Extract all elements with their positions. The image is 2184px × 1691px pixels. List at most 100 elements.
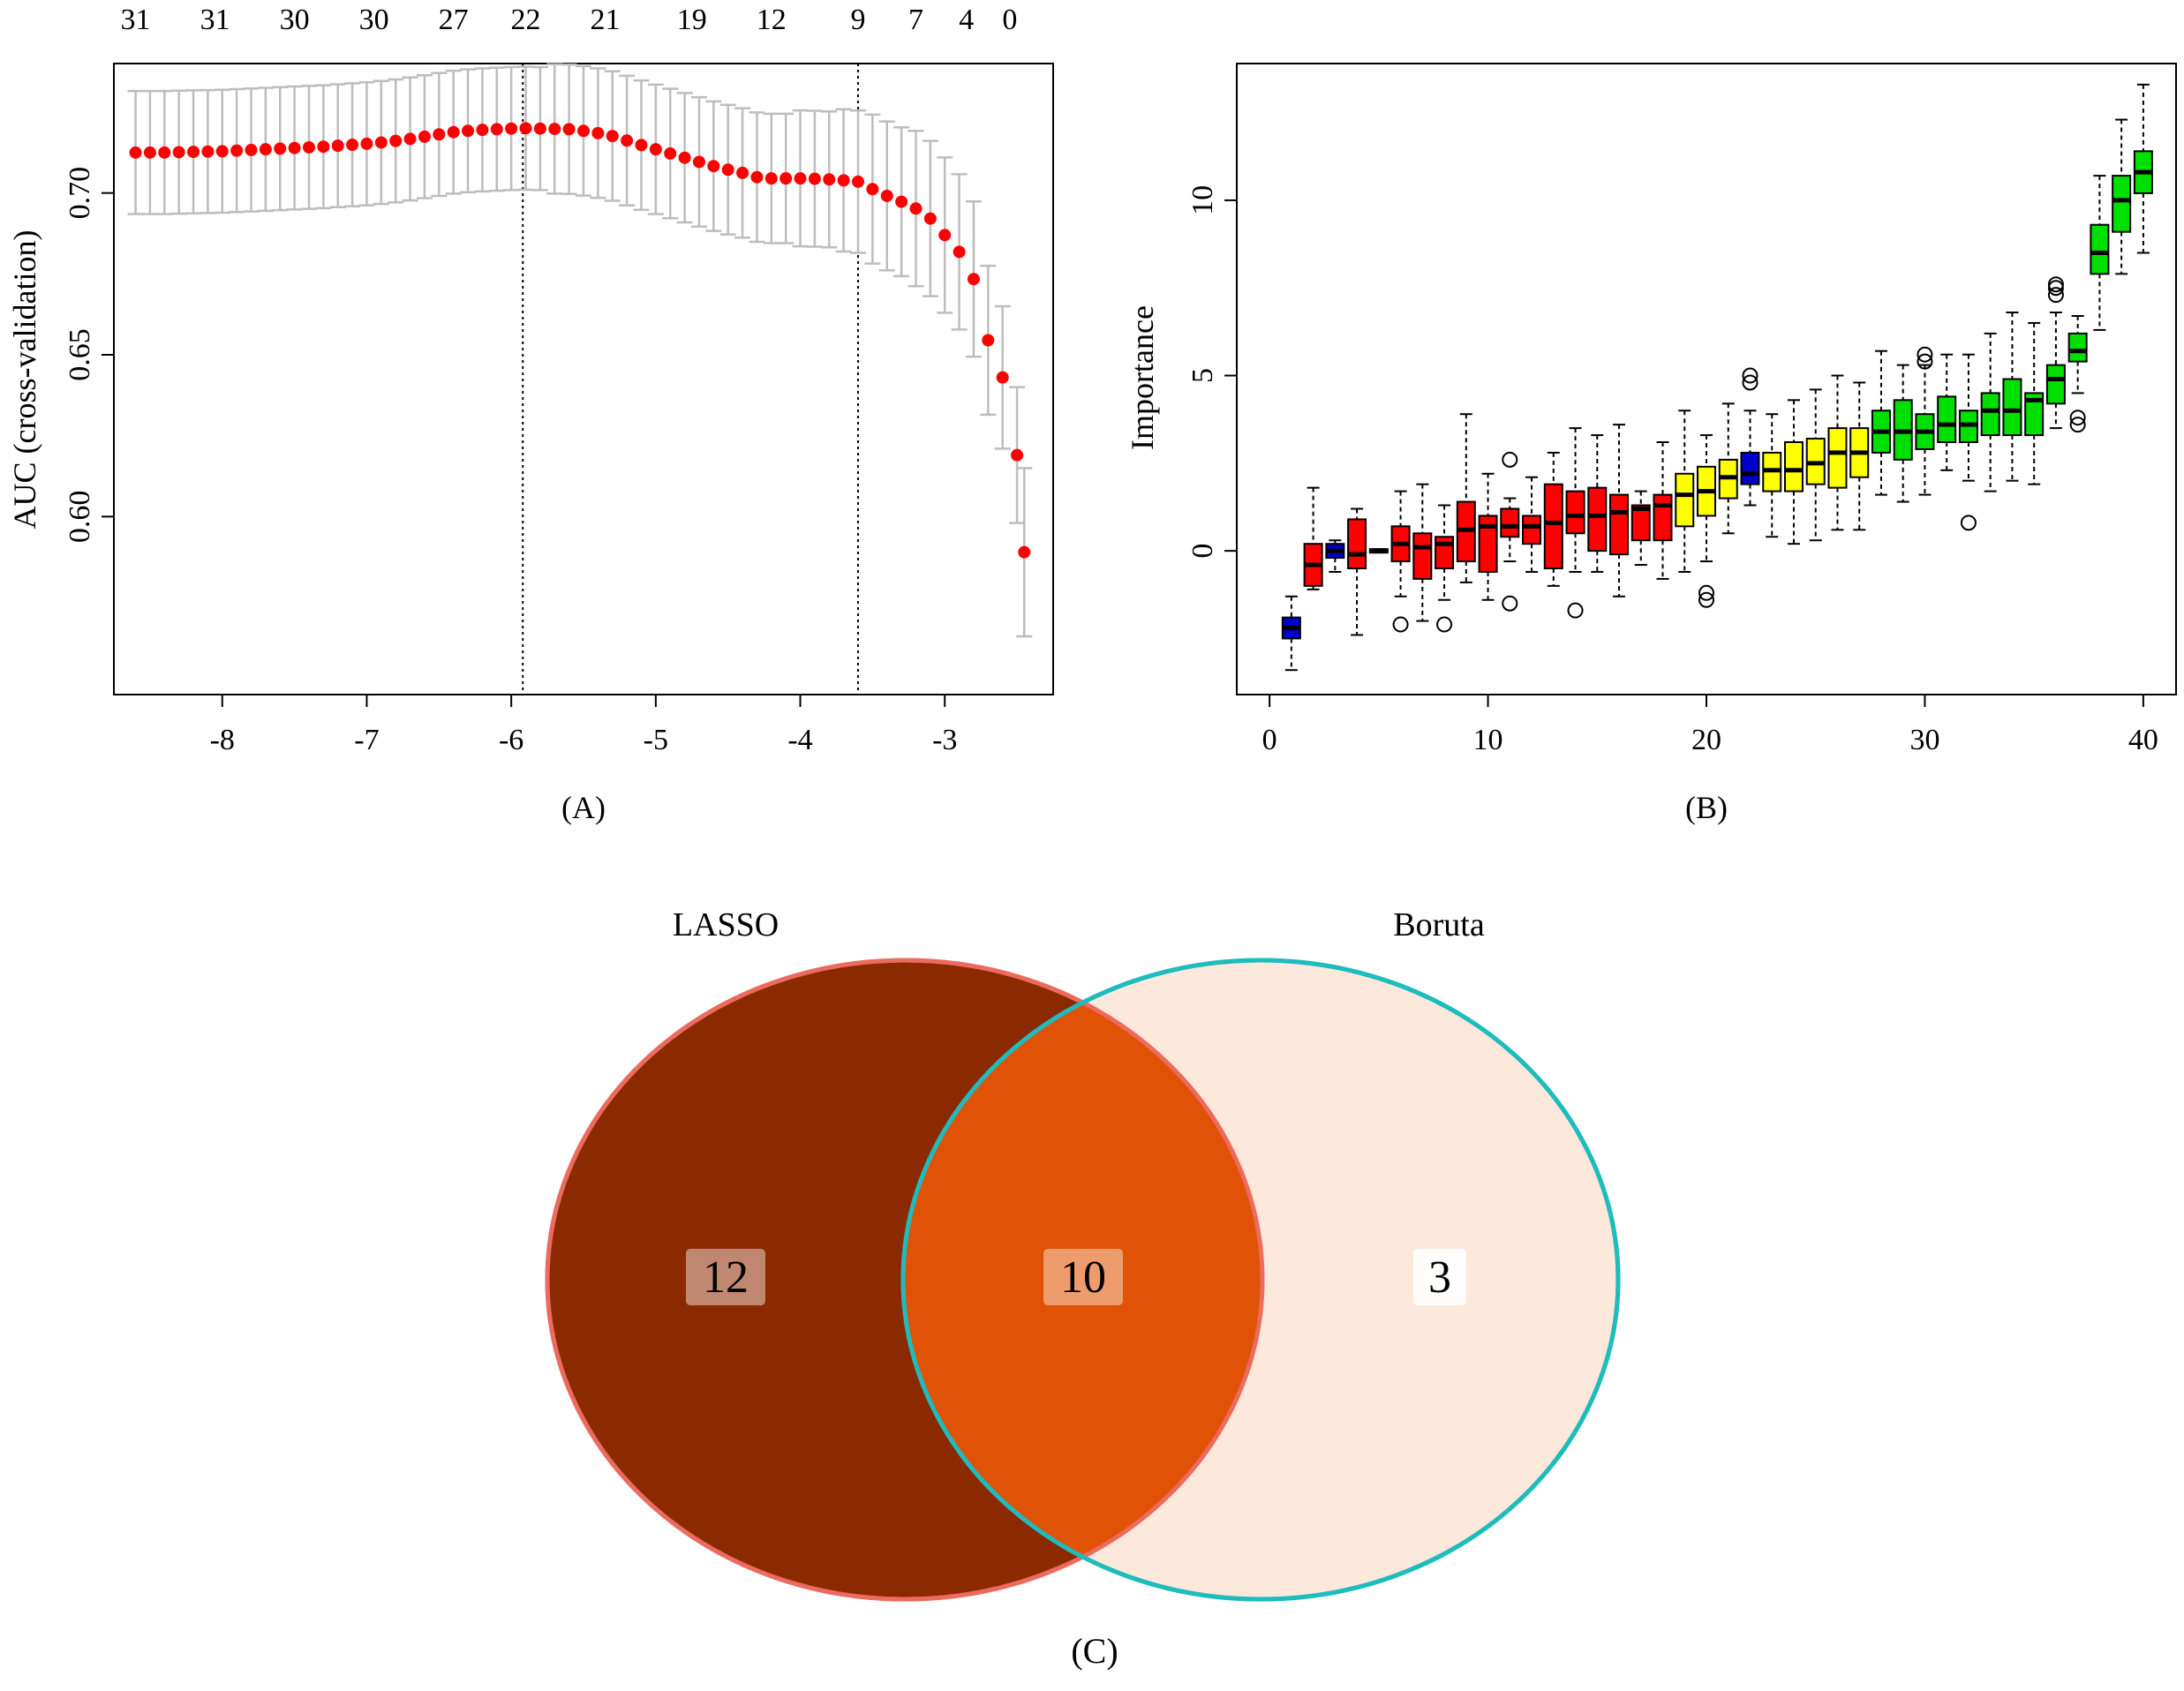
panel-b-x-tick-label: 10 (1473, 724, 1503, 756)
panel-b-outlier (1436, 616, 1453, 633)
panel-b-box (1893, 364, 1913, 503)
venn-intersection-count-box (1043, 1249, 1123, 1305)
panel-a-point (1018, 545, 1031, 559)
panel-a-point (794, 172, 807, 185)
panel-a-point (548, 123, 561, 136)
panel-b-box-body (2112, 175, 2132, 233)
panel-a-top-tick-label: 19 (677, 4, 707, 36)
panel-b-box (1783, 399, 1804, 545)
venn-boruta-title: Boruta (1393, 906, 1485, 943)
panel-b-outlier (1567, 602, 1584, 619)
panel-a-top-tick-label: 30 (359, 4, 389, 36)
panel-b-ylabel: Importance (1125, 305, 1160, 450)
panel-a-point (143, 146, 156, 159)
panel-a-y-axis: 0.60 0.65 0.70 (64, 167, 114, 543)
panel-a-y-tick-label: 0.65 (64, 328, 96, 381)
panel-a-point (779, 172, 793, 185)
panel-b-box (1412, 483, 1433, 622)
panel-a-ylabel: AUC (cross-validation) (7, 230, 42, 530)
panel-b-box (2067, 315, 2088, 433)
panel-b-outlier (1960, 515, 1977, 531)
venn-lasso-outline (545, 958, 1265, 1602)
panel-a-x-tick-label: -6 (499, 724, 523, 756)
panel-a-point (1011, 448, 1024, 462)
panel-a-point (447, 125, 460, 139)
panel-a-frame (113, 63, 1054, 695)
panel-a-top-tick-label: 12 (757, 4, 787, 36)
panel-a-point (823, 173, 836, 186)
panel-b-box (1609, 424, 1630, 597)
panel-b-box (1871, 349, 1891, 496)
panel-a-top-tick-label: 30 (280, 4, 310, 36)
panel-a-y-tick-label: 0.60 (64, 491, 96, 544)
panel-b-boxes (1281, 83, 2153, 672)
panel-b-box (1522, 476, 1542, 573)
panel-a-point (880, 189, 893, 202)
lasso-cv-panel: -8 -7 -6 -5 -4 -3 0.60 0.65 0.70 31 31 30 30 27 22 21… (7, 4, 1054, 825)
panel-b-box (2045, 276, 2066, 430)
panel-b-box (2133, 83, 2153, 254)
panel-a-point (505, 122, 518, 135)
panel-b-box (1849, 381, 1870, 531)
panel-a-point (621, 134, 634, 147)
panel-b-box (1718, 402, 1738, 535)
panel-b-x-axis: 0 10 20 30 40 (1262, 695, 2158, 756)
panel-b-box-body (1740, 451, 1760, 485)
venn-overlap-region (545, 958, 1621, 1602)
panel-b-box (1675, 410, 1695, 573)
panel-a-x-tick-label: -3 (932, 724, 957, 756)
panel-b-box (1565, 427, 1585, 619)
panel-b-x-tick-label: 40 (2128, 724, 2158, 756)
venn-lasso-count: 12 (703, 1252, 749, 1303)
panel-a-point (562, 123, 576, 136)
panel-a-point (678, 151, 691, 164)
venn-boruta-outline (900, 958, 1621, 1602)
panel-a-point (750, 170, 764, 184)
panel-b-box (1805, 388, 1826, 542)
panel-b-outlier (2069, 410, 2086, 426)
panel-b-box-body (1522, 515, 1542, 545)
panel-a-point (707, 160, 720, 173)
panel-b-box (1827, 374, 1848, 531)
panel-a-label: (A) (561, 790, 606, 825)
panel-b-box (2090, 175, 2110, 331)
panel-b-y-tick-label: 5 (1186, 368, 1219, 383)
panel-b-box (1435, 504, 1455, 633)
panel-a-point (837, 174, 850, 187)
panel-a-x-tick-label: -8 (210, 724, 235, 756)
panel-b-box-body (2045, 364, 2066, 405)
panel-b-box-body (1347, 518, 1367, 570)
panel-b-box (1347, 507, 1367, 636)
panel-b-box (1390, 490, 1411, 633)
panel-b-outlier (1502, 595, 1518, 612)
panel-b-box (1543, 451, 1563, 587)
venn-intersection-count: 10 (1060, 1252, 1106, 1303)
panel-b-outlier (1742, 374, 1758, 391)
venn-lasso-count-box (686, 1249, 765, 1305)
panel-b-x-tick-label: 0 (1262, 724, 1277, 756)
panel-b-box-body (1412, 532, 1433, 580)
panel-b-outlier (2047, 276, 2064, 293)
panel-a-top-tick-label: 27 (439, 4, 469, 36)
panel-b-x-tick-label: 20 (1691, 724, 1721, 756)
panel-a-point (245, 143, 258, 156)
panel-b-label: (B) (1685, 790, 1728, 825)
panel-a-point (389, 134, 403, 147)
panel-a-point (274, 142, 287, 155)
panel-a-point (606, 130, 619, 143)
panel-a-point (418, 130, 431, 143)
panel-a-point (403, 132, 417, 146)
panel-b-outlier (1917, 346, 1933, 363)
panel-c-label: (C) (1071, 1631, 1118, 1671)
panel-a-point (591, 126, 605, 139)
panel-b-box-body (1609, 493, 1630, 556)
panel-a-point (721, 163, 734, 177)
panel-b-box-body (1783, 441, 1804, 492)
panel-a-y-tick-label: 0.70 (64, 167, 96, 220)
panel-b-box-body (1500, 507, 1520, 538)
panel-b-box-body (1478, 515, 1498, 573)
panel-b-box (1368, 548, 1389, 554)
panel-b-box (1915, 346, 1935, 496)
panel-b-outlier (1742, 367, 1758, 384)
panel-b-box (1740, 367, 1760, 507)
